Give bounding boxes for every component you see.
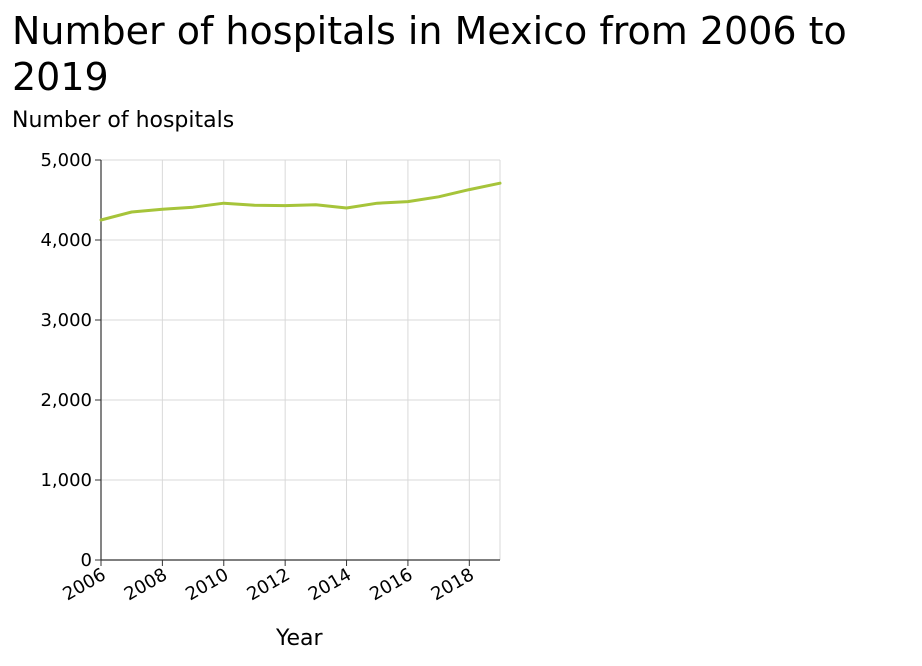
y-tick-label: 0 [81,550,92,571]
y-tick-label: 5,000 [40,150,92,171]
x-tick-label: 2016 [366,564,416,605]
x-tick-label: 2008 [121,564,171,605]
x-tick-label: 2012 [243,564,293,605]
series-line [99,181,502,222]
x-tick-label: 2014 [305,564,355,605]
y-tick-label: 2,000 [40,390,92,411]
y-tick-label: 3,000 [40,310,92,331]
x-tick-label: 2010 [182,564,232,605]
y-tick-label: 4,000 [40,230,92,251]
grid-lines [100,159,501,561]
x-tick-label: 2018 [428,564,478,605]
axes [95,159,500,566]
x-axis-label: Year [276,626,323,651]
chart-title: Number of hospitals in Mexico from 2006 … [12,9,847,99]
series-group [99,181,502,222]
y-tick-label: 1,000 [40,470,92,491]
y-axis-label: Number of hospitals [12,108,235,133]
